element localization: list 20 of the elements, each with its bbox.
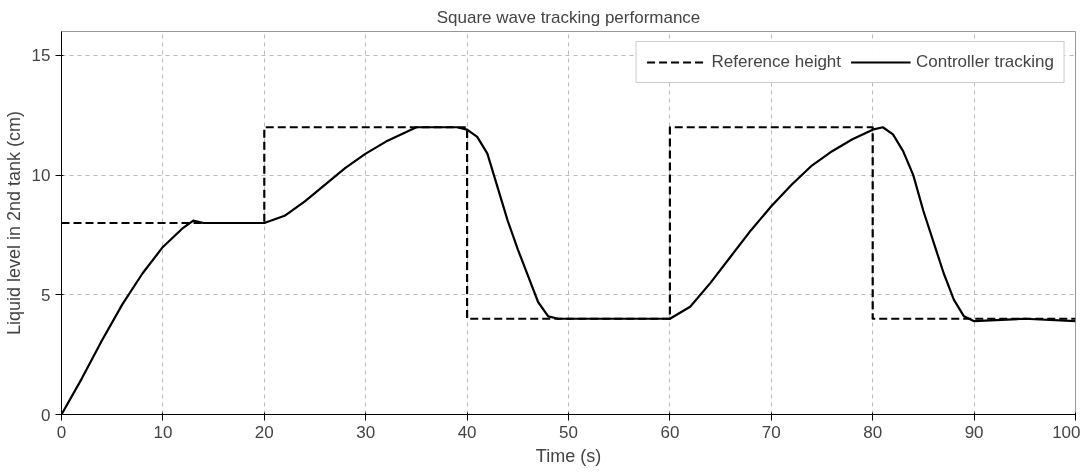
x-tick-label: 70 bbox=[761, 422, 781, 442]
x-axis-title: Time (s) bbox=[535, 445, 602, 466]
x-tick-label: 60 bbox=[660, 422, 680, 442]
x-tick-label: 40 bbox=[457, 422, 477, 442]
x-tick-label: 30 bbox=[356, 422, 376, 442]
y-tick-label: 10 bbox=[31, 166, 51, 186]
chart-title: Square wave tracking performance bbox=[436, 7, 701, 27]
y-axis-title: Liquid level in 2nd tank (cm) bbox=[3, 110, 24, 336]
y-tick-label: 0 bbox=[41, 405, 51, 425]
x-tick-label: 20 bbox=[254, 422, 274, 442]
x-tick-label: 80 bbox=[863, 422, 883, 442]
x-tick-label: 100 bbox=[1052, 422, 1081, 442]
x-tick-label: 90 bbox=[964, 422, 984, 442]
legend-label: Controller tracking bbox=[916, 52, 1054, 72]
x-tick-label: 0 bbox=[56, 422, 67, 442]
y-tick-label: 5 bbox=[41, 285, 51, 305]
x-tick-label: 50 bbox=[559, 422, 578, 442]
y-tick-label: 15 bbox=[31, 46, 51, 66]
legend-label: Reference height bbox=[711, 52, 842, 72]
x-tick-label: 10 bbox=[153, 422, 173, 442]
